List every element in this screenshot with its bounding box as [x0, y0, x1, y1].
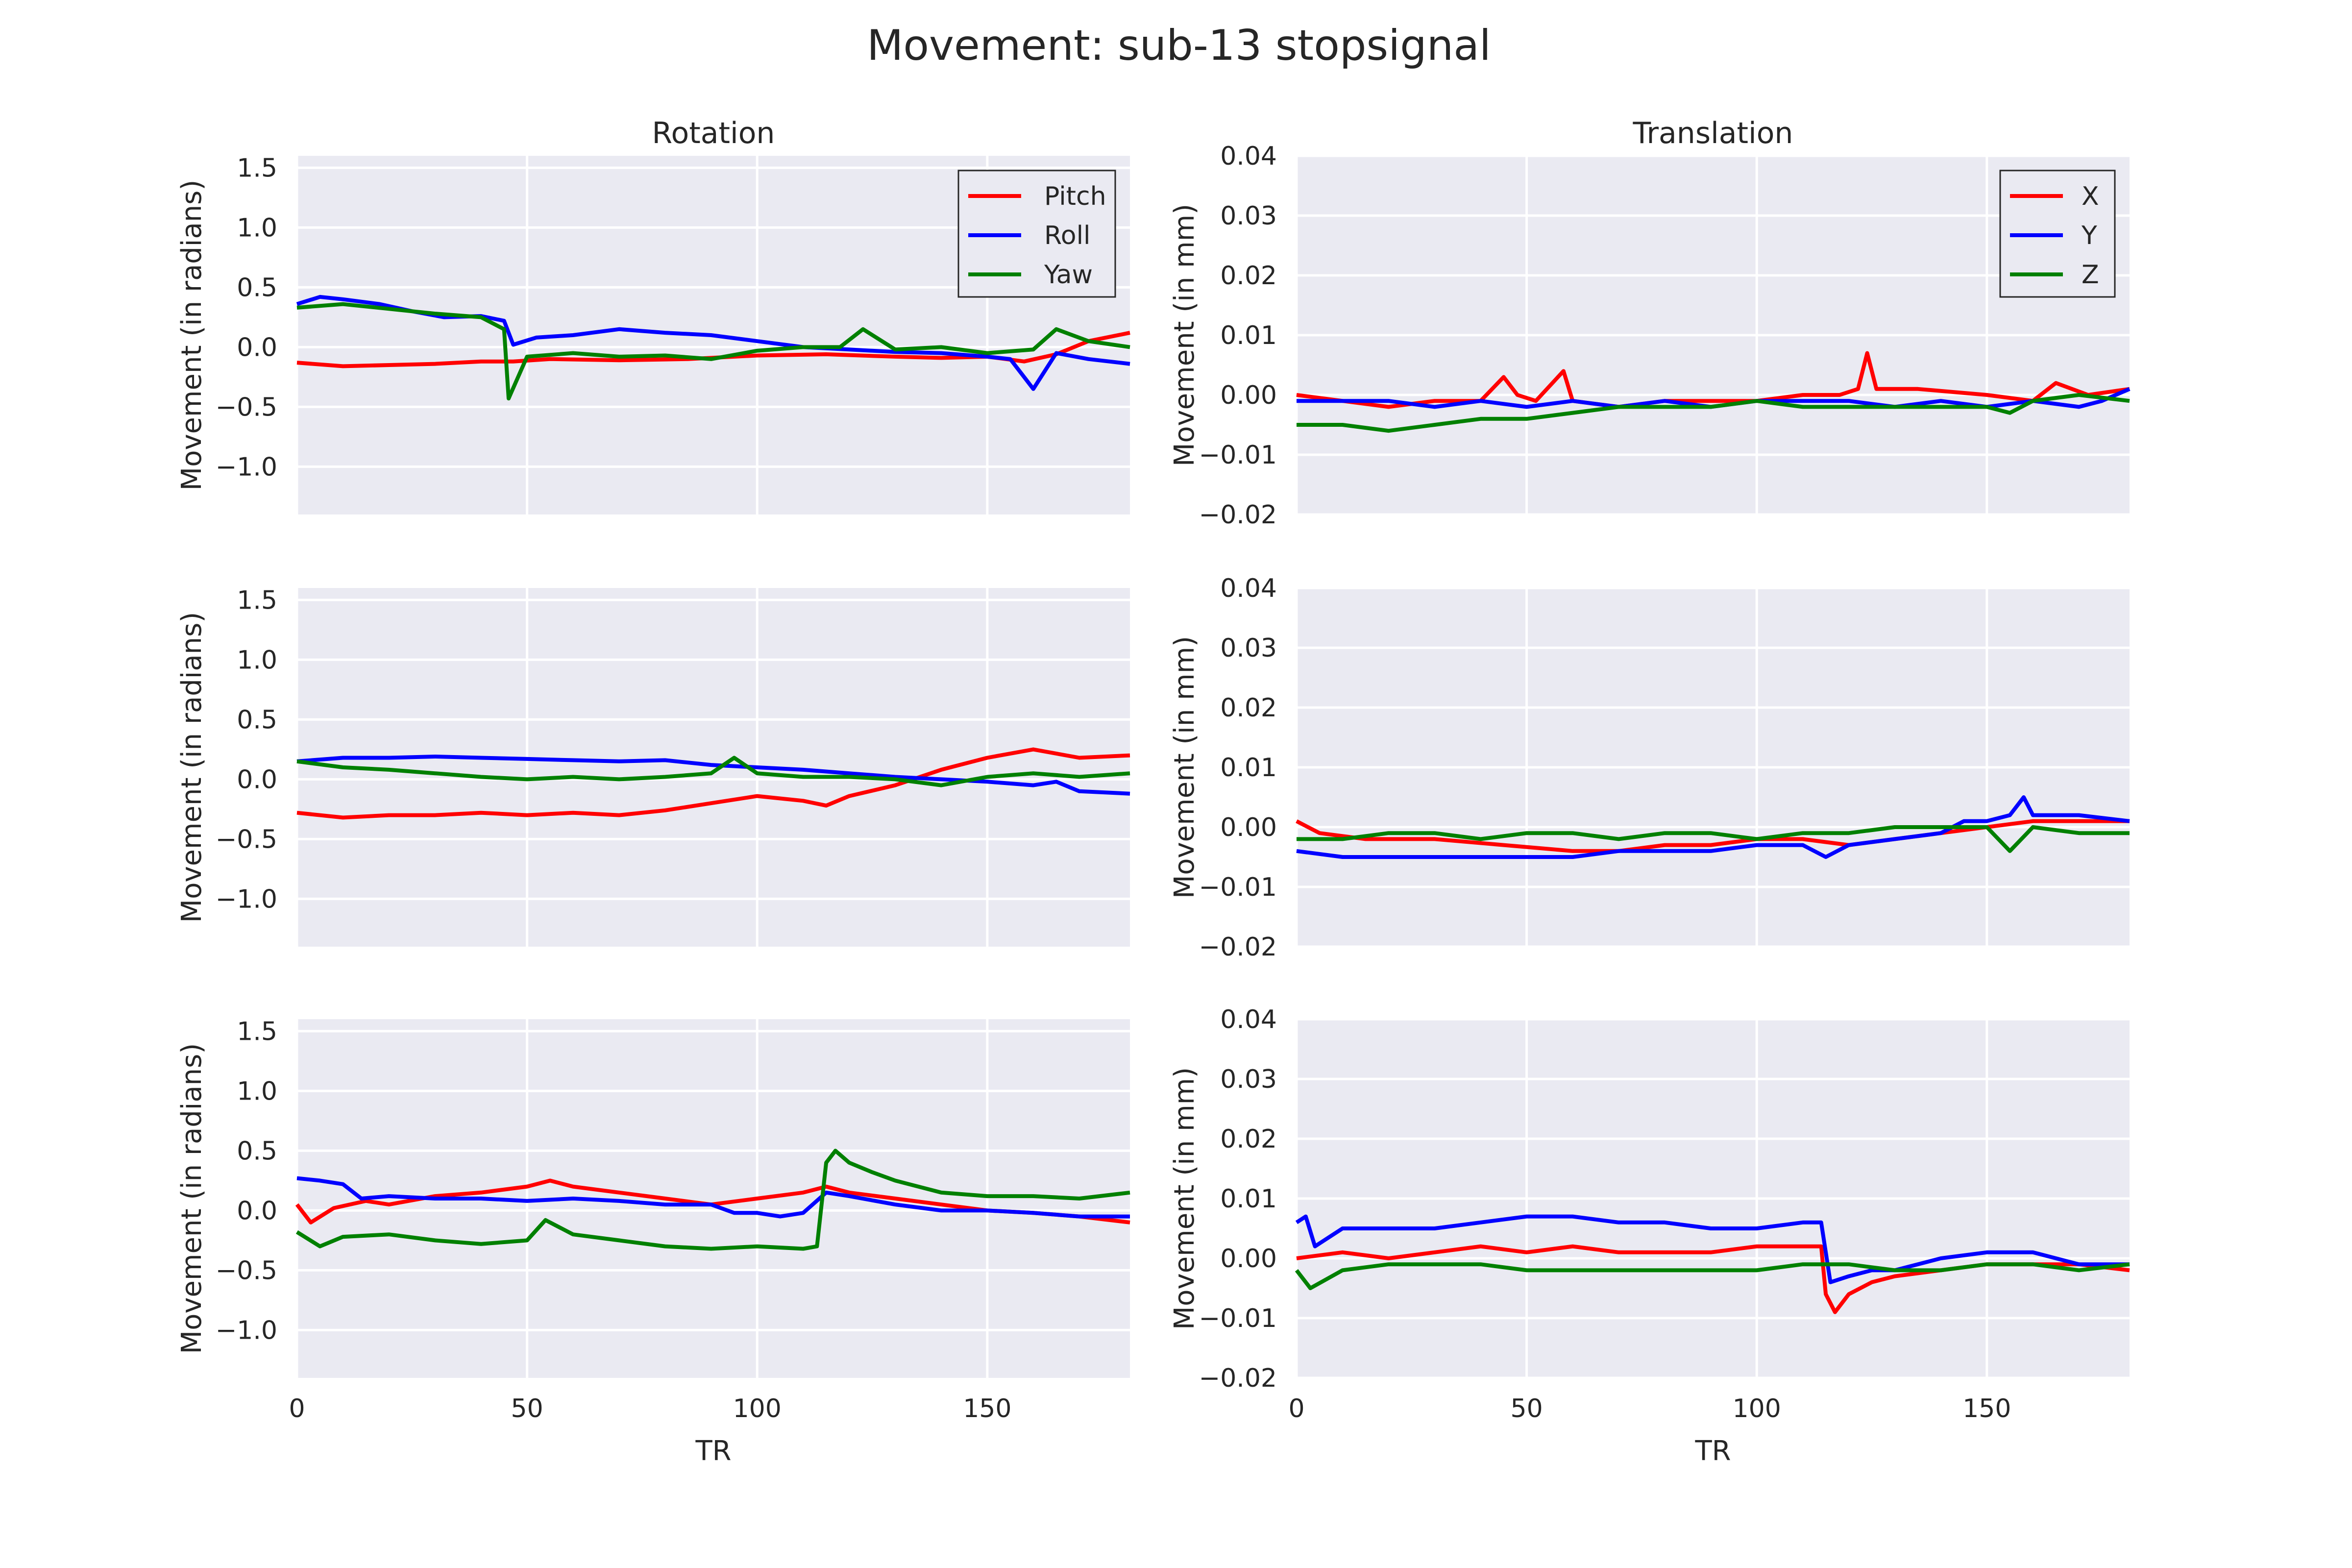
legend-label-y: Y: [2081, 221, 2097, 250]
y-tick-label: −1.0: [216, 452, 277, 482]
series-line-roll: [296, 755, 1130, 796]
y-tick-label: 0.5: [237, 1136, 277, 1166]
series-line-yaw: [296, 302, 1130, 401]
y-tick-label: −0.5: [216, 1256, 277, 1285]
x-tick-label: 0: [1288, 1394, 1304, 1423]
y-tick-label: 1.0: [237, 645, 277, 675]
y-tick-label: 0.0: [237, 765, 277, 794]
series-line-roll: [296, 1176, 1130, 1219]
y-tick-label: 0.0: [237, 1196, 277, 1225]
y-tick-label: 1.5: [237, 153, 277, 183]
y-tick-label: 0.02: [1220, 693, 1277, 723]
y-axis-label: Movement (in mm): [1169, 1067, 1200, 1330]
plot-area-background: [297, 588, 1130, 947]
y-tick-label: −1.0: [216, 1316, 277, 1345]
chart-panel-translation-2: 0.04 0.03 0.02 0.01 0.00 −0.01 −0.02 Movement (…: [1169, 574, 2130, 962]
x-tick-label: 100: [733, 1394, 782, 1423]
legend: XYZ: [1999, 170, 2116, 298]
series-line-pitch: [296, 747, 1130, 820]
chart-panel-rotation-3: 1.5 1.0 0.5 0.0 −0.5 −1.0 0 50 100 150 Movement (i…: [176, 1017, 1130, 1467]
y-tick-label: 0.0: [237, 333, 277, 362]
y-tick-label: 0.01: [1220, 753, 1277, 783]
series-line-z: [1295, 1262, 2130, 1290]
y-tick-label: −0.01: [1199, 441, 1277, 470]
y-tick-label: 0.01: [1220, 1184, 1277, 1214]
legend: Pitch Roll Yaw: [957, 170, 1116, 298]
y-axis-label: Movement (in mm): [1169, 204, 1200, 466]
y-tick-label: −1.0: [216, 884, 277, 914]
y-tick-label: −0.01: [1199, 1304, 1277, 1333]
series-line-x: [1296, 819, 2130, 853]
chart-panel-translation-3: 0.04 0.03 0.02 0.01 0.00 −0.01 −0.02 0 50 100 150 M…: [1169, 1005, 2130, 1467]
y-tick-label: −0.5: [216, 392, 277, 422]
y-axis-label: Movement (in radians): [176, 180, 208, 490]
series-line-yaw: [296, 756, 1130, 787]
y-tick-label: −0.02: [1199, 500, 1277, 530]
series-line-yaw: [295, 1149, 1130, 1251]
y-tick-label: 1.0: [237, 213, 277, 243]
series-line-z: [1297, 393, 2130, 433]
x-tick-label: 50: [511, 1394, 543, 1423]
x-axis-label: TR: [695, 1435, 731, 1467]
y-tick-label: 0.03: [1220, 201, 1277, 231]
y-tick-label: 0.00: [1220, 1244, 1277, 1274]
y-tick-label: 0.02: [1220, 1125, 1277, 1154]
legend-label-z: Z: [2082, 260, 2099, 290]
x-tick-label: 150: [963, 1394, 1011, 1423]
x-tick-label: 100: [1733, 1394, 1781, 1423]
y-tick-label: 0.04: [1220, 574, 1277, 603]
y-tick-label: 0.00: [1220, 381, 1277, 410]
legend-label-yaw: Yaw: [1044, 260, 1093, 290]
legend-label-roll: Roll: [1044, 221, 1091, 250]
series-line-pitch: [295, 1178, 1130, 1225]
y-tick-label: 0.5: [237, 273, 277, 302]
panel-title: Rotation: [652, 116, 775, 150]
y-tick-label: −0.01: [1199, 873, 1277, 902]
y-axis-label: Movement (in mm): [1169, 636, 1200, 899]
y-tick-label: 1.5: [237, 586, 277, 615]
y-tick-label: 1.5: [237, 1017, 277, 1046]
figure-title: Movement: sub-13 stopsignal: [867, 21, 1491, 70]
legend-label-pitch: Pitch: [1044, 182, 1106, 211]
y-axis-label: Movement (in radians): [176, 612, 208, 923]
chart-panel-rotation-2: 1.5 1.0 0.5 0.0 −0.5 −1.0 Movement (in radians…: [176, 586, 1130, 947]
panel-title: Translation: [1633, 116, 1793, 150]
x-tick-label: 50: [1511, 1394, 1543, 1423]
y-tick-label: 0.03: [1220, 1065, 1277, 1094]
y-tick-label: 0.02: [1220, 261, 1277, 291]
y-tick-label: 0.00: [1220, 813, 1277, 842]
legend-label-x: X: [2082, 182, 2099, 211]
y-axis-label: Movement (in radians): [176, 1043, 208, 1354]
series-line-z: [1297, 825, 2130, 853]
x-axis-label: TR: [1694, 1435, 1731, 1467]
y-tick-label: 0.04: [1220, 1005, 1277, 1034]
y-tick-label: 0.5: [237, 705, 277, 735]
series-line-y: [1296, 795, 2130, 859]
x-tick-label: 150: [1962, 1394, 2011, 1423]
chart-panel-rotation-1: 1.5 1.0 0.5 0.0 −0.5 −1.0 Rotation Movement (in…: [176, 116, 1130, 514]
y-tick-label: 0.01: [1220, 321, 1277, 350]
y-tick-label: −0.02: [1199, 932, 1277, 962]
y-tick-label: −0.02: [1199, 1364, 1277, 1393]
y-tick-label: 0.04: [1220, 142, 1277, 171]
y-tick-label: 0.03: [1220, 634, 1277, 663]
series-line-y: [1295, 1214, 2130, 1284]
y-tick-label: 1.0: [237, 1077, 277, 1106]
x-tick-label: 0: [289, 1394, 305, 1423]
chart-panel-translation-1: 0.04 0.03 0.02 0.01 0.00 −0.01 −0.02 Translatio…: [1169, 116, 2131, 530]
y-tick-label: −0.5: [216, 825, 277, 854]
